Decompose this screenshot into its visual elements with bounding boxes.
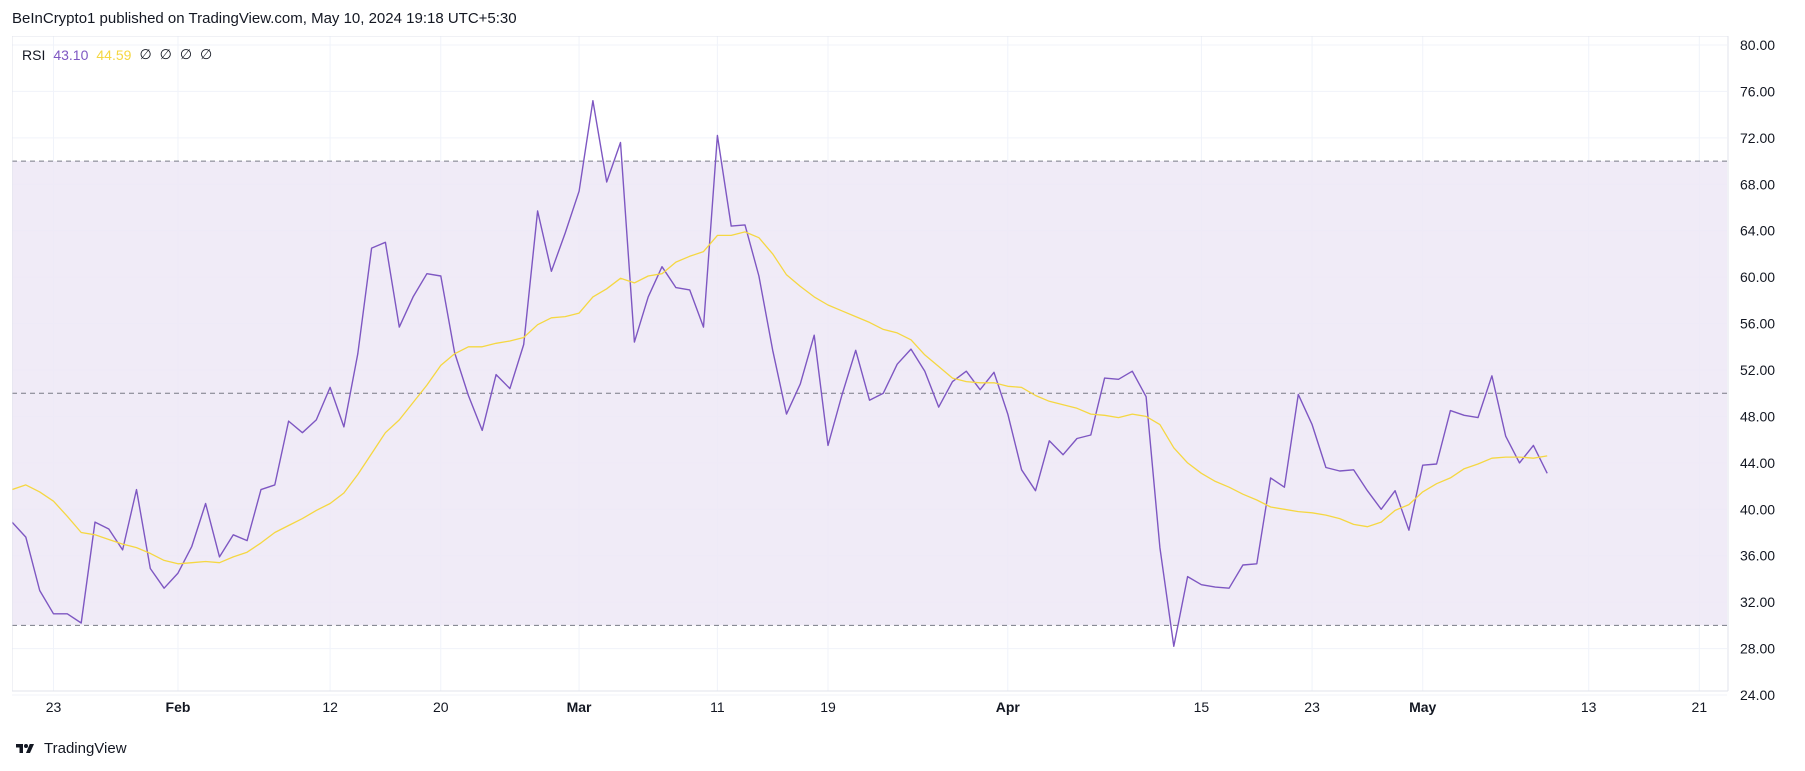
rsi-line	[11, 99, 1548, 647]
band-layer	[12, 160, 1727, 626]
x-tick-label: 23	[46, 699, 62, 715]
rsi-chart[interactable]: 80.00 76.00 72.00 68.00 64.00 60.00 56.00 52.00…	[11, 35, 1805, 729]
x-tick-label: 21	[1692, 699, 1708, 715]
y-tick-label: 48.00	[1740, 408, 1775, 424]
rsi-ma-value: 44.59	[96, 46, 132, 63]
frame-layer	[11, 35, 1729, 692]
series-layer	[11, 99, 1548, 647]
y-tick-label: 64.00	[1740, 223, 1775, 239]
y-tick-label: 60.00	[1740, 269, 1775, 285]
tradingview-logo-icon	[16, 743, 34, 753]
y-tick-label: 44.00	[1740, 455, 1775, 471]
y-tick-label: 76.00	[1740, 83, 1775, 99]
x-tick-label: 20	[433, 699, 449, 715]
y-tick-label: 72.00	[1740, 130, 1775, 146]
x-tick-label: Mar	[567, 699, 592, 715]
x-tick-label: Feb	[166, 699, 191, 715]
y-tick-label: 80.00	[1740, 37, 1775, 53]
y-tick-label: 56.00	[1740, 316, 1775, 332]
na-value-2: ∅	[159, 46, 172, 62]
x-axis: 23 Feb 12 20 Mar 11 19 Apr 15 23 May 13 21	[46, 699, 1708, 715]
indicator-legend[interactable]: RSI 43.10 44.59 ∅ ∅ ∅ ∅	[22, 46, 212, 63]
rsi-value: 43.10	[53, 46, 89, 63]
rsi-ma-line	[11, 231, 1548, 565]
tradingview-brand: TradingView	[44, 740, 127, 757]
rsi-chart-svg: 80.00 76.00 72.00 68.00 64.00 60.00 56.00 52.00…	[11, 35, 1775, 715]
y-tick-label: 28.00	[1740, 641, 1775, 657]
na-value-4: ∅	[200, 46, 213, 62]
y-tick-label: 52.00	[1740, 362, 1775, 378]
y-tick-label: 68.00	[1740, 176, 1775, 192]
tradingview-footer[interactable]: TradingView	[12, 740, 127, 757]
y-tick-label: 24.00	[1740, 687, 1775, 703]
y-tick-label: 36.00	[1740, 548, 1775, 564]
y-tick-label: 32.00	[1740, 594, 1775, 610]
x-tick-label: 15	[1194, 699, 1210, 715]
x-tick-label: 11	[710, 699, 725, 715]
na-value-1: ∅	[139, 46, 152, 62]
y-tick-label: 40.00	[1740, 501, 1775, 517]
x-tick-label: 13	[1581, 699, 1597, 715]
y-axis: 80.00 76.00 72.00 68.00 64.00 60.00 56.00 52.00…	[1740, 37, 1775, 703]
x-tick-label: Apr	[996, 699, 1021, 715]
x-tick-label: May	[1409, 699, 1436, 715]
published-caption: BeInCrypto1 published on TradingView.com…	[12, 10, 517, 27]
x-tick-label: 19	[820, 699, 836, 715]
x-tick-label: 12	[322, 699, 338, 715]
indicator-name[interactable]: RSI	[22, 46, 46, 63]
na-value-3: ∅	[179, 46, 193, 62]
x-tick-label: 23	[1304, 699, 1320, 715]
